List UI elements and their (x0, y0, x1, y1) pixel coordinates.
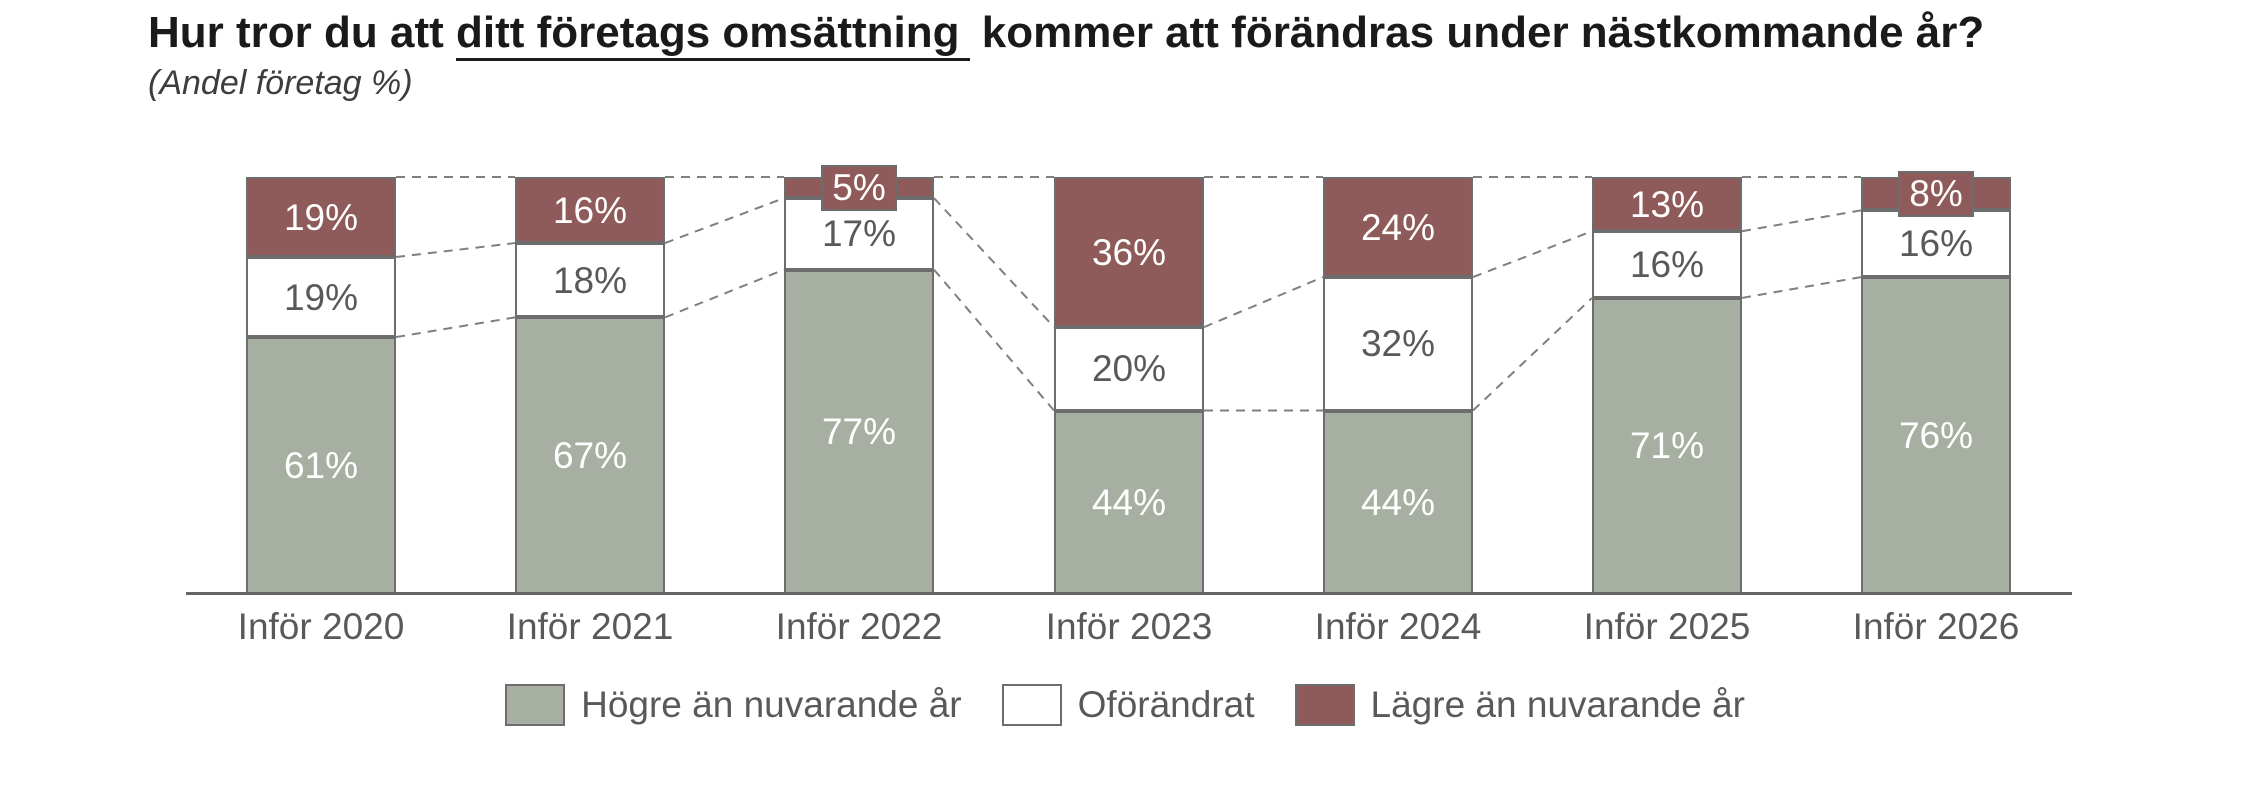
bar-inför-2026: 8% 16% 76% (1861, 170, 2011, 594)
bar-inför-2024: 24% 32% 44% (1323, 177, 1473, 594)
connector-dashed-line (1472, 230, 1593, 279)
bar-inför-2021: 16% 18% 67% (515, 177, 665, 594)
legend-item: Lägre än nuvarande år (1294, 684, 1745, 726)
segment-higher: 44% (1054, 410, 1204, 594)
segment-value-label: 61% (283, 445, 359, 487)
segment-value-label: 32% (1360, 323, 1436, 365)
bar-inför-2023: 36% 20% 44% (1054, 177, 1204, 594)
segment-value-label: 67% (552, 435, 628, 477)
segment-value-label: 8% (1909, 173, 1963, 215)
legend-item: Oförändrat (1001, 684, 1255, 726)
segment-higher: 76% (1861, 277, 2011, 594)
x-axis-label: Inför 2021 (506, 606, 674, 647)
legend-label: Högre än nuvarande år (581, 684, 962, 725)
connector-dashed-line (933, 197, 1055, 328)
segment-unchanged: 16% (1861, 210, 2011, 278)
segment-value-label: 20% (1091, 348, 1167, 390)
segment-higher: 77% (784, 269, 934, 594)
x-axis-label: Inför 2023 (1045, 606, 1213, 647)
segment-lower: 19% (246, 177, 396, 258)
x-axis-line (186, 592, 2072, 595)
legend-label: Oförändrat (1077, 684, 1255, 725)
segment-lower: 13% (1592, 177, 1742, 232)
segment-value-label: 76% (1898, 415, 1974, 457)
legend-swatch-icon (1294, 684, 1355, 726)
segment-lower: 16% (515, 177, 665, 244)
segment-value-label: 24% (1360, 206, 1436, 248)
connector-dashed-line (395, 242, 516, 259)
title-underlined: ditt företags omsättning (455, 8, 970, 61)
x-axis-label: Inför 2025 (1583, 606, 1751, 647)
segment-higher: 67% (515, 317, 665, 594)
title-pre: Hur tror du att (148, 8, 456, 57)
chart-subtitle: (Andel företag %) (148, 64, 413, 102)
segment-lower: 24% (1323, 177, 1473, 278)
segment-value-label: 13% (1629, 183, 1705, 225)
segment-value-label: 16% (1898, 223, 1974, 265)
x-axis-label: Inför 2024 (1314, 606, 1482, 647)
segment-value-label: 44% (1360, 481, 1436, 523)
legend: Högre än nuvarande år Oförändrat Lägre än … (0, 684, 2250, 726)
x-axis-label: Inför 2022 (775, 606, 943, 647)
segment-value-label: 71% (1629, 425, 1705, 467)
segment-value-label: 36% (1091, 231, 1167, 273)
segment-value-label: 19% (283, 196, 359, 238)
connector-dashed-line (1741, 209, 1862, 233)
segment-lower-callout: 5% (821, 164, 897, 211)
legend-swatch-icon (505, 684, 566, 726)
segment-higher: 44% (1323, 410, 1473, 594)
bar-inför-2022: 5% 17% 77% (784, 164, 934, 594)
legend-swatch-icon (1001, 684, 1062, 726)
segment-higher: 61% (246, 337, 396, 594)
segment-value-label: 5% (832, 167, 886, 209)
legend-label: Lägre än nuvarande år (1370, 684, 1745, 725)
connector-dashed-line (1203, 276, 1324, 329)
segment-unchanged: 20% (1054, 327, 1204, 411)
legend-item: Högre än nuvarande år (505, 684, 962, 726)
segment-lower: 36% (1054, 177, 1204, 328)
segment-unchanged: 18% (515, 243, 665, 318)
connector-dashed-line (664, 197, 785, 244)
segment-value-label: 19% (283, 276, 359, 318)
bar-inför-2025: 13% 16% 71% (1592, 177, 1742, 594)
bar-inför-2020: 19% 19% 61% (246, 177, 396, 594)
connector-dashed-line (933, 269, 1055, 412)
segment-value-label: 17% (821, 213, 897, 255)
segment-value-label: 44% (1091, 481, 1167, 523)
chart-title: Hur tror du att ditt företags omsättning… (148, 8, 1985, 61)
connector-dashed-line (664, 268, 785, 319)
segment-value-label: 18% (552, 259, 628, 301)
x-axis-label: Inför 2020 (237, 606, 405, 647)
segment-value-label: 77% (821, 411, 897, 453)
connector-dashed-line (395, 316, 516, 339)
connector-dashed-line (1741, 276, 1862, 299)
segment-higher: 71% (1592, 297, 1742, 594)
x-axis-label: Inför 2026 (1852, 606, 2020, 647)
segment-unchanged: 19% (246, 257, 396, 338)
segment-lower-callout: 8% (1898, 170, 1974, 217)
segment-value-label: 16% (1629, 244, 1705, 286)
title-post: kommer att förändras under nästkommande … (969, 8, 1985, 57)
segment-unchanged: 32% (1323, 277, 1473, 411)
segment-unchanged: 16% (1592, 231, 1742, 298)
segment-value-label: 16% (552, 189, 628, 231)
connector-dashed-line (1472, 297, 1593, 412)
